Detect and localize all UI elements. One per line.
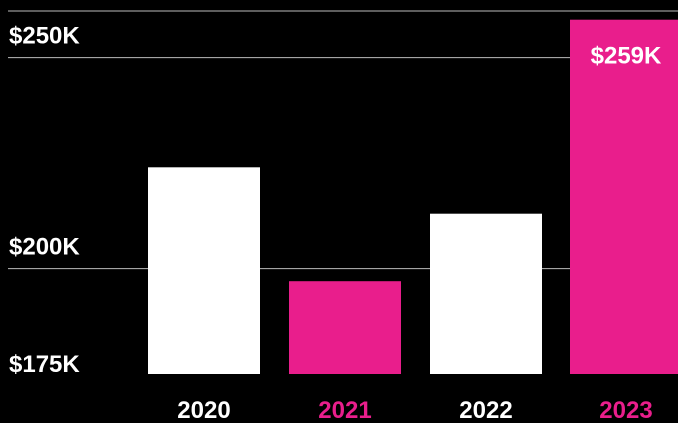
bar-2022 xyxy=(430,213,542,374)
y-axis-tick-labels: $175K$200K$250K$275K xyxy=(9,23,80,378)
bar-2020 xyxy=(148,167,260,374)
data-label: $259K xyxy=(591,43,662,70)
x-category-label: 2022 xyxy=(459,397,512,423)
x-axis-category-labels: 2020 2021 2022 2023 xyxy=(177,397,652,423)
y-tick-label: $200K xyxy=(9,234,80,261)
x-category-label: 2021 xyxy=(318,397,371,423)
bar-2021 xyxy=(289,281,401,374)
y-tick-label: $250K xyxy=(9,23,80,50)
x-category-label: 2023 xyxy=(599,397,652,423)
gridlines xyxy=(8,10,678,270)
x-category-label: 2020 xyxy=(177,397,230,423)
bars xyxy=(148,19,678,374)
data-labels: $259K xyxy=(591,43,662,70)
bar-2023 xyxy=(570,19,678,374)
y-tick-label: $175K xyxy=(9,351,80,378)
